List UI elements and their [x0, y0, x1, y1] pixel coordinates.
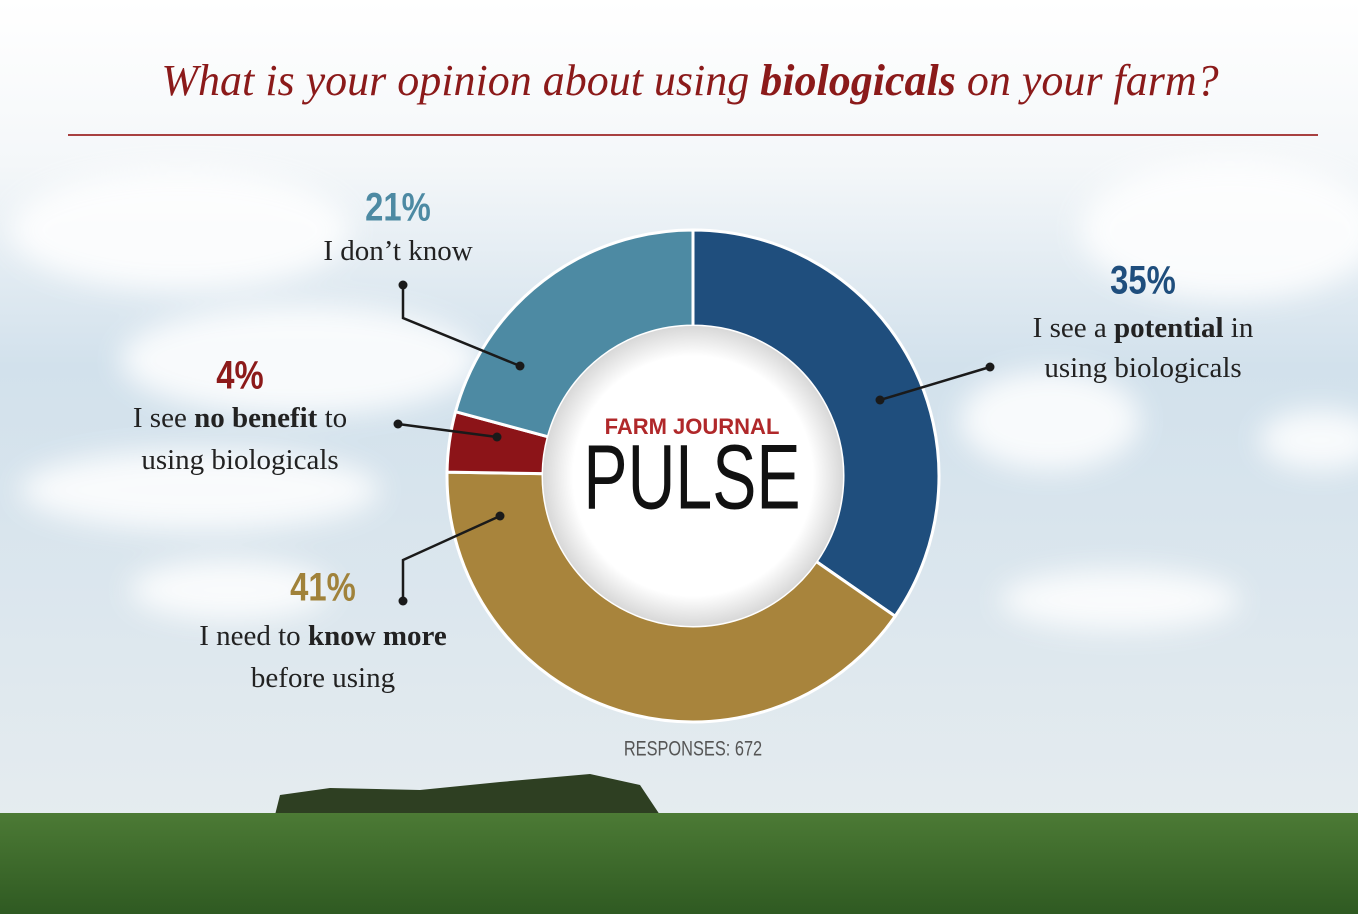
- text-run: using biologicals: [1044, 352, 1241, 384]
- logo-main: PULSE: [583, 425, 800, 528]
- leader-dot: [493, 433, 502, 442]
- percent-label: 4%: [216, 352, 263, 397]
- text-run: on your farm?: [956, 56, 1219, 105]
- text-run: know more: [308, 620, 447, 652]
- text-run: I don’t know: [323, 235, 472, 267]
- text-run: using biologicals: [141, 444, 338, 476]
- text-run: potential: [1114, 312, 1224, 344]
- category-label: I need to know more: [199, 620, 447, 652]
- leader-dot: [399, 281, 408, 290]
- category-label: I don’t know: [323, 235, 472, 267]
- leader-dot: [394, 420, 403, 429]
- percent-label: 21%: [365, 184, 431, 229]
- category-label: using biologicals: [141, 444, 338, 476]
- leader-dot: [986, 363, 995, 372]
- text-run: biologicals: [760, 56, 956, 105]
- category-label: I see no benefit to: [133, 402, 347, 434]
- category-label: before using: [251, 662, 395, 694]
- text-run: before using: [251, 662, 395, 694]
- category-label: I see a potential in: [1033, 312, 1254, 344]
- responses-note: RESPONSES: 672: [624, 737, 762, 760]
- leader-dot: [399, 597, 408, 606]
- chart: What is your opinion about using biologi…: [0, 0, 1358, 914]
- field: [0, 813, 1358, 914]
- chart-title: What is your opinion about using biologi…: [161, 56, 1218, 105]
- leader-dot: [876, 396, 885, 405]
- text-run: What is your opinion about using: [161, 56, 760, 105]
- text-run: in: [1224, 312, 1254, 344]
- text-run: I see: [133, 402, 194, 434]
- percent-label: 35%: [1110, 257, 1176, 302]
- text-run: I see a: [1033, 312, 1114, 344]
- leader-dot: [496, 512, 505, 521]
- text-run: to: [317, 402, 347, 434]
- text-run: I need to: [199, 620, 308, 652]
- percent-label: 41%: [290, 564, 356, 609]
- text-run: no benefit: [194, 402, 318, 434]
- category-label: using biologicals: [1044, 352, 1241, 384]
- leader-dot: [516, 362, 525, 371]
